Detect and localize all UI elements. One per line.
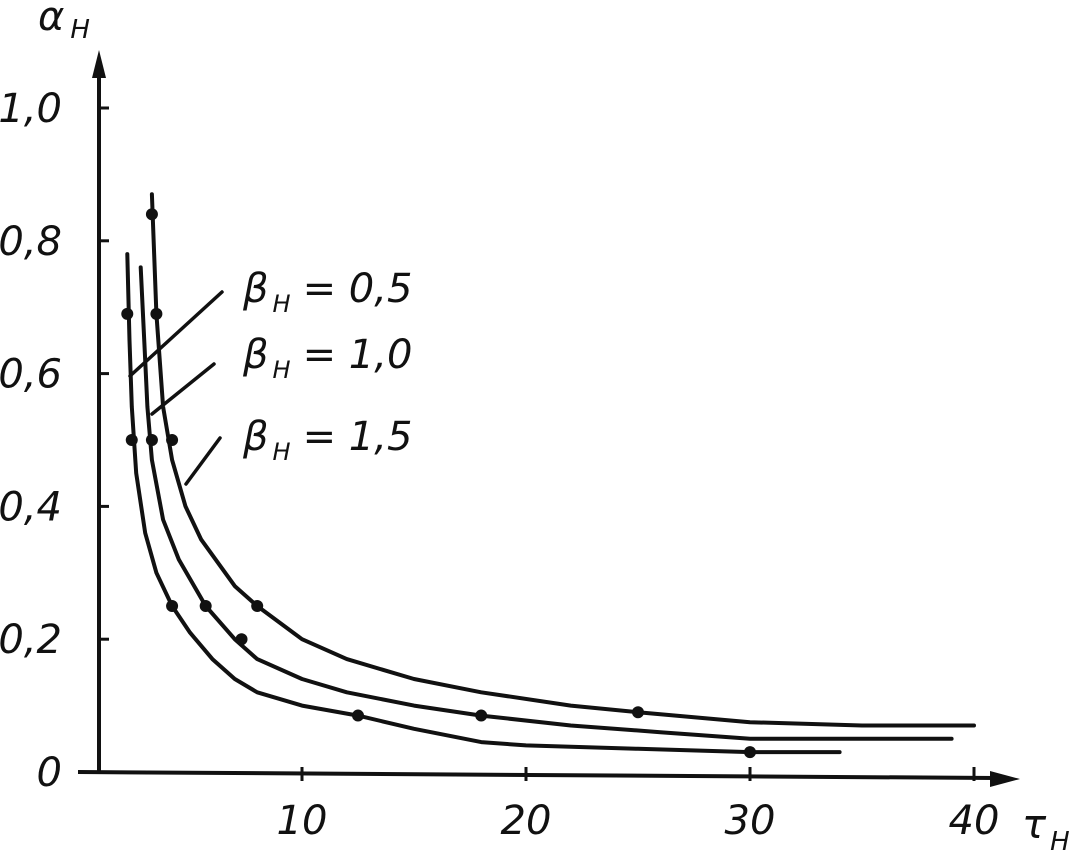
data-point (235, 633, 248, 646)
data-point (145, 434, 158, 446)
x-tick-label: 40 (949, 798, 1000, 844)
series-label-2-sub: H (273, 356, 291, 384)
data-point (150, 307, 163, 320)
series-label-1: β H = 0,5 (242, 266, 412, 318)
series-label-2-symbol: β (242, 332, 269, 378)
series-label-1-sub: H (273, 290, 291, 318)
data-point (352, 709, 364, 722)
y-tick-label: 0,2 (0, 617, 62, 663)
x-tick-label: 20 (501, 798, 552, 844)
series-label-2-value: = 1,0 (303, 332, 413, 378)
data-point (744, 746, 756, 759)
series-label-1-value: = 0,5 (303, 266, 413, 312)
data-point (475, 709, 488, 722)
axes (77, 50, 1020, 787)
y-tick-label: 0,6 (0, 352, 62, 398)
y-ticks: 0 0,2 0,4 0,6 0,8 1,0 (0, 86, 109, 796)
label-leaders (128, 290, 224, 486)
y-tick-label: 0 (37, 750, 62, 796)
series-label-3-sub: H (273, 438, 291, 466)
data-point (145, 208, 158, 221)
y-axis-label-main: α (38, 0, 64, 40)
data-point (166, 600, 179, 612)
x-axis-line (77, 770, 996, 780)
x-axis-label-sub: H (1050, 827, 1069, 857)
y-axis-arrow (92, 50, 106, 78)
x-ticks: 10 20 30 40 (277, 767, 1000, 844)
data-point (166, 434, 179, 446)
leader-line-2 (150, 362, 216, 416)
x-axis-arrow (990, 771, 1020, 787)
y-tick-label: 1,0 (0, 86, 62, 132)
x-tick-label: 30 (725, 798, 776, 844)
y-tick-label: 0,4 (0, 484, 62, 530)
x-axis-label-main: τ (1022, 802, 1047, 848)
series-label-3: β H = 1,5 (242, 414, 412, 466)
leader-line-1 (128, 290, 224, 378)
y-axis-label-sub: H (70, 15, 90, 45)
data-point (121, 307, 134, 320)
y-tick-label: 0,8 (0, 219, 62, 265)
data-point (251, 600, 264, 612)
leader-line-3 (184, 436, 222, 486)
series-label-1-symbol: β (242, 266, 269, 312)
x-tick-label: 10 (277, 798, 328, 844)
series-label-3-symbol: β (242, 414, 269, 460)
data-point (125, 434, 138, 446)
data-point (199, 600, 212, 612)
series-line-1 (125, 252, 842, 755)
series-label-2: β H = 1,0 (242, 332, 412, 384)
data-points (121, 208, 756, 759)
data-point (632, 706, 644, 719)
series-label-3-value: = 1,5 (303, 414, 413, 460)
